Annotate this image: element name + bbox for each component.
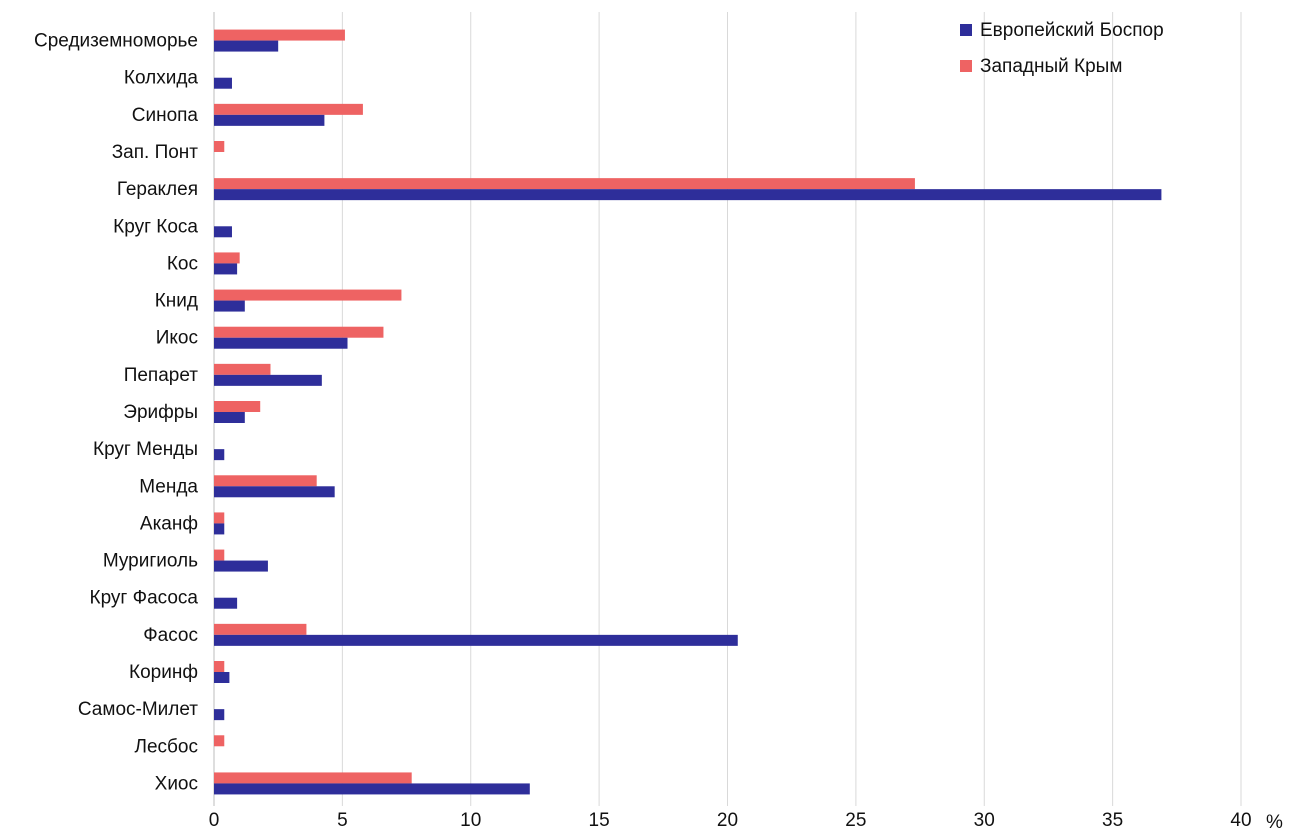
bar-zapadny-krym [214,289,402,301]
bar-evropeisky-bospor [214,300,245,312]
bar-evropeisky-bospor [214,449,225,461]
bar-zapadny-krym [214,661,225,672]
bar-evropeisky-bospor [214,560,268,572]
bar-zapadny-krym [214,512,225,524]
category-label: Аканф [140,513,198,534]
category-label: Синопа [132,105,199,126]
bar-evropeisky-bospor [214,486,335,498]
category-label: Кос [167,253,198,274]
bar-evropeisky-bospor [214,226,232,238]
bar-zapadny-krym [214,549,225,561]
category-label: Лесбос [135,736,199,757]
category-label: Менда [139,476,198,497]
bar-evropeisky-bospor [214,634,738,646]
bar-evropeisky-bospor [214,523,225,535]
category-label: Гераклея [117,179,198,200]
bar-zapadny-krym [214,252,240,264]
bar-evropeisky-bospor [214,114,325,126]
category-label: Пепарет [124,365,199,386]
legend-swatch [960,60,972,72]
bar-evropeisky-bospor [214,412,245,423]
bar-zapadny-krym [214,772,412,784]
bar-zapadny-krym [214,475,317,487]
x-tick-label: 20 [717,810,738,831]
category-label: Круг Менды [93,439,198,460]
bar-evropeisky-bospor [214,374,322,386]
category-label: Круг Фасоса [90,588,199,609]
bar-zapadny-krym [214,401,261,412]
label-layer: Средиземноморье Колхида Синопа Зап. Понт Гер… [34,31,198,795]
bar-evropeisky-bospor [214,597,238,609]
bar-zapadny-krym [214,363,271,375]
bar-evropeisky-bospor [214,40,279,52]
x-unit-label: % [1266,812,1283,832]
bar-evropeisky-bospor [214,77,232,89]
bar-evropeisky-bospor [214,189,1162,201]
legend: Европейский Боспор Западный Крым [960,20,1164,77]
legend-label: Западный Крым [980,56,1122,77]
legend-label: Европейский Боспор [980,20,1164,41]
x-tick-label: 30 [974,810,995,831]
category-label: Муригиоль [103,551,198,572]
x-tick-label: 10 [460,810,481,831]
category-label: Круг Коса [113,216,198,237]
category-label: Средиземноморье [34,31,198,52]
bar-zapadny-krym [214,141,225,152]
legend-swatch [960,24,972,36]
bar-zapadny-krym [214,103,363,115]
bar-evropeisky-bospor [214,709,225,721]
bar-evropeisky-bospor [214,783,530,795]
bar-layer [214,29,1162,795]
bar-evropeisky-bospor [214,263,238,275]
grid-layer [213,12,1242,806]
x-tick-label: 35 [1102,810,1123,831]
x-tick-label: 25 [845,810,866,831]
x-tick-label: 0 [209,810,220,831]
bar-zapadny-krym [214,326,384,338]
category-label: Икос [156,328,198,349]
bar-evropeisky-bospor [214,672,230,683]
tick-layer: 0 5 10 15 20 25 30 35 40% [209,810,1283,833]
category-label: Самос-Милет [78,699,198,720]
x-tick-label: 5 [337,810,348,831]
category-label: Книд [155,291,198,312]
bar-zapadny-krym [214,178,915,190]
bar-zapadny-krym [214,735,225,747]
category-label: Колхида [124,68,199,89]
x-tick-label: 40 [1230,810,1251,831]
category-label: Эрифры [123,402,198,423]
category-label: Коринф [129,662,198,683]
bar-zapadny-krym [214,29,345,41]
category-label: Хиос [155,773,198,794]
bar-evropeisky-bospor [214,337,348,349]
category-label: Зап. Понт [112,142,199,163]
bar-zapadny-krym [214,623,307,635]
category-label: Фасос [143,625,198,646]
x-tick-label: 15 [589,810,610,831]
